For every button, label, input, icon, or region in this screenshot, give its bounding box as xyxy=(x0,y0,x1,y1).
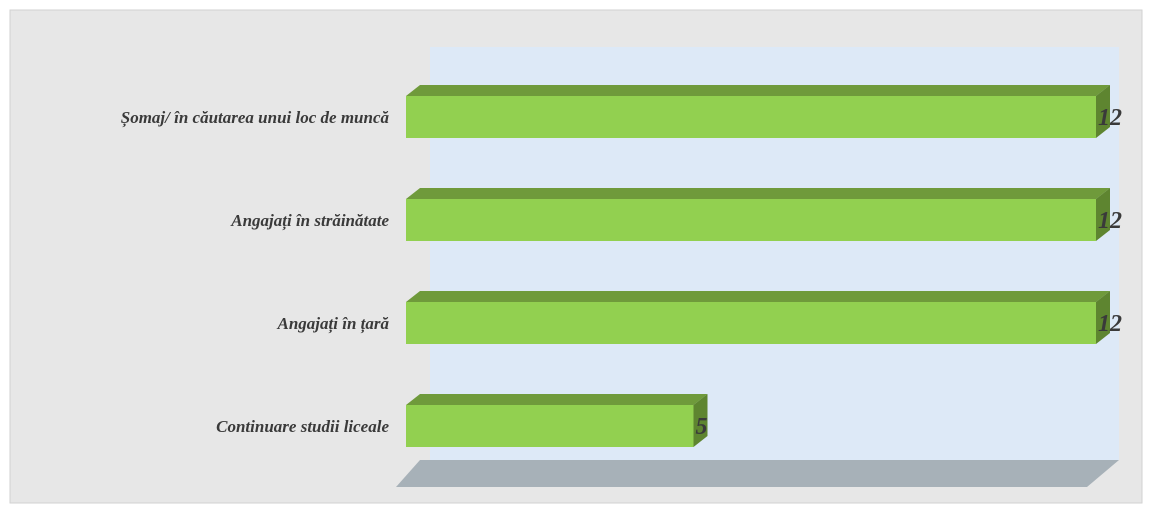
bar-front-face xyxy=(406,302,1096,344)
bar-top-face xyxy=(406,188,1110,199)
data-label: 12 xyxy=(1098,105,1122,131)
bars xyxy=(406,85,1110,447)
category-label: Șomaj/ în căutarea unui loc de muncă xyxy=(121,108,390,128)
bar-front-face xyxy=(406,405,694,447)
bar-top-face xyxy=(406,394,708,405)
data-label: 12 xyxy=(1098,208,1122,234)
bar-top-face xyxy=(406,85,1110,96)
bar-front-face xyxy=(406,199,1096,241)
bar-side-face xyxy=(1096,85,1110,138)
bar-side-face xyxy=(1096,188,1110,241)
bar-front-face xyxy=(406,96,1096,138)
bar-2 xyxy=(406,188,1110,241)
category-label: Angajați în țară xyxy=(277,314,390,334)
data-label: 12 xyxy=(1098,311,1122,337)
bar-side-face xyxy=(1096,291,1110,344)
bar-side-face xyxy=(693,394,708,447)
bar-4 xyxy=(406,394,708,447)
bar-top-face xyxy=(406,291,1110,302)
category-label: Angajați în străinătate xyxy=(230,211,389,231)
plot-floor xyxy=(396,460,1119,487)
bar-3 xyxy=(406,291,1110,344)
labels: Șomaj/ în căutarea unui loc de muncă 12 An… xyxy=(121,105,1122,440)
category-label: Continuare studii liceale xyxy=(216,417,389,436)
bar-1 xyxy=(406,85,1110,138)
data-label: 5 xyxy=(696,414,708,440)
